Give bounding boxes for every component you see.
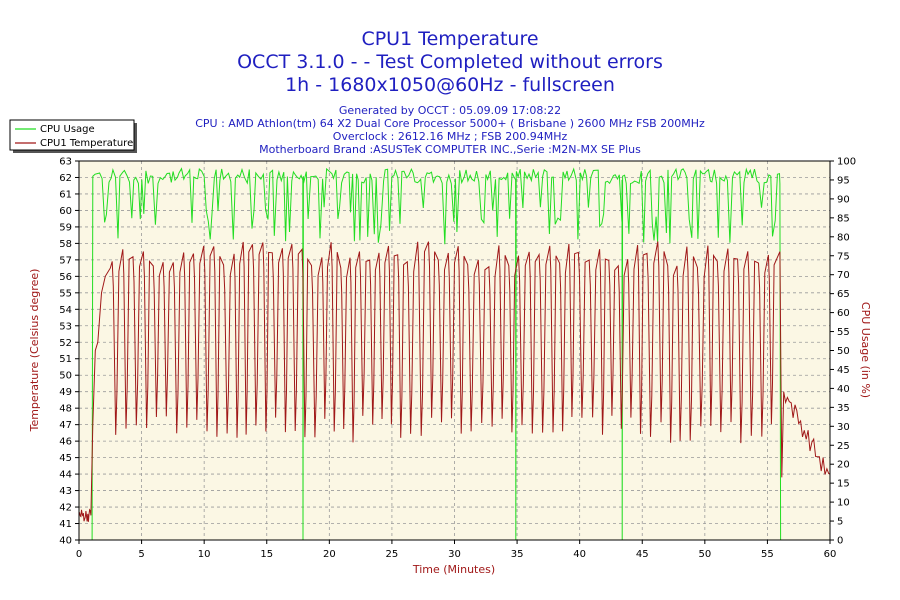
y-right-tick-label: 15 [837, 479, 850, 490]
x-tick-label: 15 [260, 549, 273, 560]
y-right-tick-label: 45 [837, 365, 850, 376]
y-left-tick-label: 60 [59, 206, 72, 217]
y-left-tick-label: 63 [59, 157, 72, 168]
y-left-tick-label: 52 [59, 338, 72, 349]
x-tick-label: 0 [76, 549, 82, 560]
y-left-tick-label: 42 [59, 503, 72, 514]
y-right-tick-label: 75 [837, 251, 850, 262]
y-left-tick-label: 41 [59, 519, 72, 530]
y-left-tick-label: 46 [59, 437, 72, 448]
y-right-tick-label: 30 [837, 422, 850, 433]
x-tick-label: 35 [511, 549, 524, 560]
y-left-tick-label: 62 [59, 173, 72, 184]
y-left-tick-label: 53 [59, 321, 72, 332]
y-right-tick-label: 40 [837, 384, 850, 395]
y-right-axis-label: CPU Usage (in %) [859, 302, 872, 398]
chart-subtitle-1: OCCT 3.1.0 - - Test Completed without er… [237, 51, 663, 73]
y-left-tick-label: 51 [59, 354, 72, 365]
chart-title: CPU1 Temperature [361, 28, 538, 50]
x-tick-label: 10 [198, 549, 211, 560]
x-axis-label: Time (Minutes) [412, 563, 495, 576]
y-right-tick-label: 85 [837, 213, 850, 224]
y-left-tick-label: 54 [59, 305, 72, 316]
y-left-tick-label: 61 [59, 189, 72, 200]
x-tick-label: 40 [573, 549, 586, 560]
y-left-tick-label: 44 [59, 470, 72, 481]
x-axis-ticks: 0 5 10 15 20 25 30 35 40 45 50 55 60 [76, 540, 837, 560]
y-right-tick-label: 80 [837, 232, 850, 243]
x-tick-label: 25 [386, 549, 399, 560]
y-left-tick-label: 49 [59, 387, 72, 398]
y-right-tick-label: 50 [837, 346, 850, 357]
y-right-tick-label: 35 [837, 403, 850, 414]
y-right-tick-label: 100 [837, 157, 856, 168]
y-left-axis-ticks: 40 41 42 43 44 45 46 47 48 49 50 51 52 53 54 55 56 57 58 59… [59, 157, 79, 547]
y-right-tick-label: 20 [837, 460, 850, 471]
y-right-tick-label: 55 [837, 327, 850, 338]
y-left-tick-label: 50 [59, 371, 72, 382]
y-right-tick-label: 10 [837, 498, 850, 509]
info-cpu: CPU : AMD Athlon(tm) 64 X2 Dual Core Pro… [195, 117, 705, 130]
y-right-tick-label: 25 [837, 441, 850, 452]
y-left-tick-label: 59 [59, 222, 72, 233]
y-left-tick-label: 57 [59, 255, 72, 266]
x-tick-label: 55 [761, 549, 774, 560]
x-tick-label: 45 [636, 549, 649, 560]
y-left-tick-label: 55 [59, 288, 72, 299]
x-tick-label: 5 [138, 549, 144, 560]
info-generated: Generated by OCCT : 05.09.09 17:08:22 [339, 104, 561, 117]
y-right-tick-label: 95 [837, 175, 850, 186]
x-tick-label: 60 [824, 549, 837, 560]
y-left-tick-label: 47 [59, 420, 72, 431]
x-tick-label: 20 [323, 549, 336, 560]
info-overclock: Overclock : 2612.16 MHz ; FSB 200.94MHz [333, 130, 568, 143]
y-left-tick-label: 48 [59, 404, 72, 415]
y-right-tick-label: 65 [837, 289, 850, 300]
y-right-tick-label: 70 [837, 270, 850, 281]
y-left-tick-label: 40 [59, 536, 72, 547]
y-right-tick-label: 60 [837, 308, 850, 319]
y-right-tick-label: 0 [837, 536, 843, 547]
cpu1-temperature-line [78, 241, 831, 522]
plot-area [78, 160, 831, 541]
x-tick-label: 50 [698, 549, 711, 560]
cpu1-temperature-series [78, 241, 831, 522]
y-left-tick-label: 45 [59, 453, 72, 464]
chart-subtitle-2: 1h - 1680x1050@60Hz - fullscreen [285, 74, 615, 96]
y-left-tick-label: 43 [59, 486, 72, 497]
grid-lines [79, 161, 830, 540]
y-left-tick-label: 56 [59, 272, 72, 283]
info-motherboard: Motherboard Brand :ASUSTeK COMPUTER INC.… [259, 143, 641, 156]
x-tick-label: 30 [448, 549, 461, 560]
y-right-axis-ticks: 0 5 10 15 20 25 30 35 40 45 50 55 60 65 70 75 80 85 90 95 10… [830, 157, 856, 547]
cpu-usage-series [79, 167, 830, 541]
y-left-axis-label: Temperature (Celsius degree) [28, 269, 41, 433]
cpu-usage-line [79, 167, 830, 541]
y-left-tick-label: 58 [59, 239, 72, 250]
y-right-tick-label: 90 [837, 194, 850, 205]
legend: CPU Usage CPU1 Temperature [9, 119, 137, 153]
legend-label-cpu-usage: CPU Usage [40, 124, 95, 135]
legend-label-temperature: CPU1 Temperature [40, 138, 133, 149]
y-right-tick-label: 5 [837, 517, 843, 528]
